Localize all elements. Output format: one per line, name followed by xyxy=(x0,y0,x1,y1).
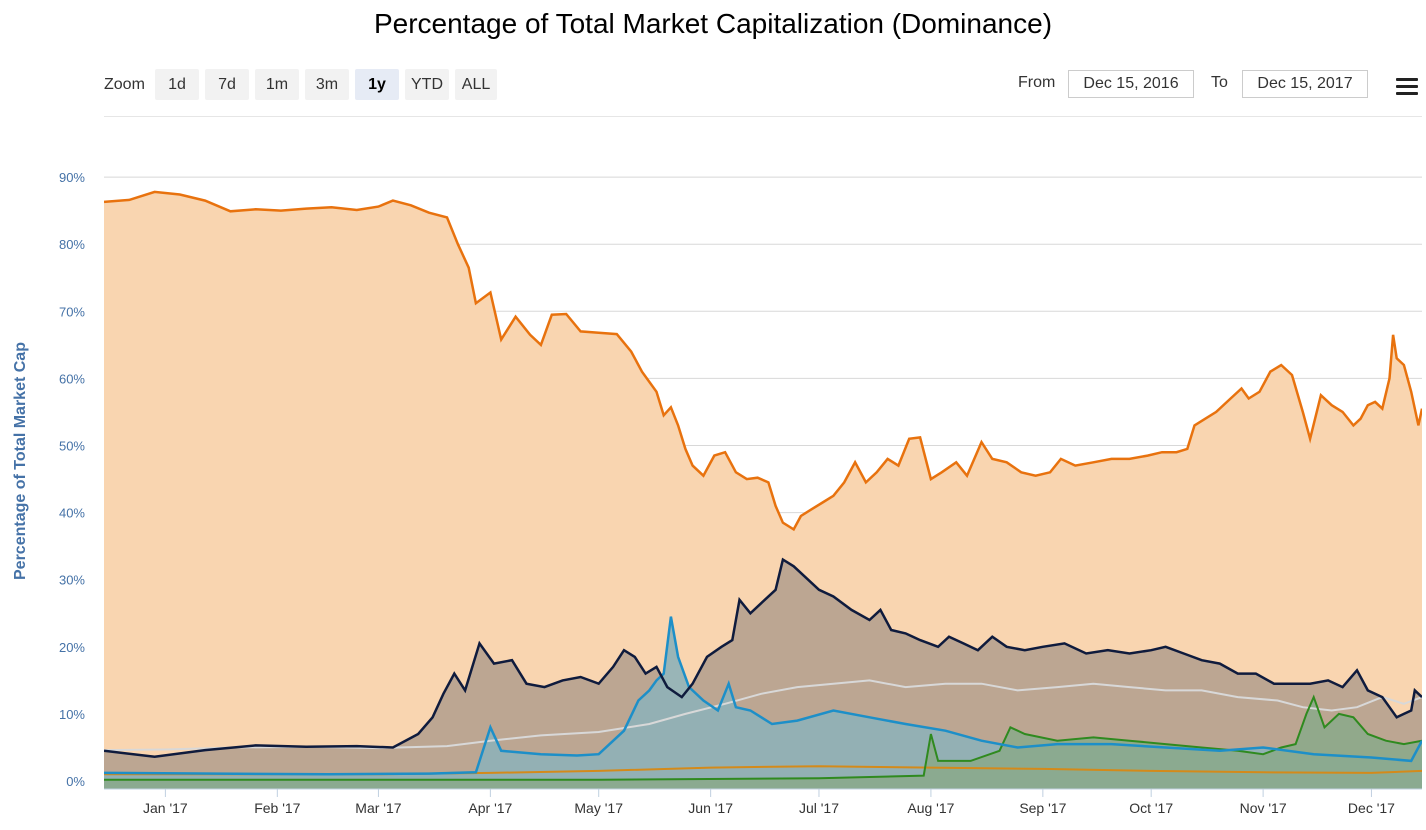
y-tick-label: 50% xyxy=(59,439,85,454)
y-tick-label: 60% xyxy=(59,371,85,386)
zoom-button-all[interactable]: ALL xyxy=(455,69,497,100)
x-tick-label: Jan '17 xyxy=(143,800,188,816)
zoom-label: Zoom xyxy=(104,76,145,93)
zoom-button-7d[interactable]: 7d xyxy=(205,69,249,100)
others-line xyxy=(104,679,1422,752)
x-tick-label: Oct '17 xyxy=(1129,800,1173,816)
y-tick-label: 70% xyxy=(59,304,85,319)
x-tick-label: Feb '17 xyxy=(254,800,300,816)
y-axis-title: Percentage of Total Market Cap xyxy=(12,342,29,580)
from-label: From xyxy=(1018,74,1056,91)
zoom-button-3m[interactable]: 3m xyxy=(305,69,349,100)
x-tick-label: May '17 xyxy=(574,800,623,816)
y-tick-label: 30% xyxy=(59,573,85,588)
ethereum-line xyxy=(104,557,1422,759)
bitcoin-line xyxy=(104,190,1422,532)
x-tick-label: Apr '17 xyxy=(468,800,512,816)
x-tick-label: Nov '17 xyxy=(1240,800,1287,816)
zoom-button-1y[interactable]: 1y xyxy=(355,69,399,100)
y-tick-label: 40% xyxy=(59,506,85,521)
x-tick-label: Jun '17 xyxy=(688,800,733,816)
x-tick-label: Jul '17 xyxy=(799,800,839,816)
y-tick-label: 0% xyxy=(66,774,85,789)
series-group xyxy=(104,190,1422,789)
hamburger-menu-icon[interactable] xyxy=(1396,78,1418,96)
y-tick-label: 10% xyxy=(59,707,85,722)
x-tick-label: Sep '17 xyxy=(1019,800,1066,816)
x-tick-label: Mar '17 xyxy=(355,800,401,816)
ethereum-area xyxy=(104,559,1422,789)
to-label: To xyxy=(1211,74,1228,91)
toolbar-divider xyxy=(104,116,1422,117)
chart-title: Percentage of Total Market Capitalizatio… xyxy=(373,8,1053,39)
zoom-button-1m[interactable]: 1m xyxy=(255,69,299,100)
to-date-input[interactable]: Dec 15, 2017 xyxy=(1242,70,1368,98)
green-area xyxy=(104,697,1422,789)
zoom-button-ytd[interactable]: YTD xyxy=(405,69,449,100)
from-date-input[interactable]: Dec 15, 2016 xyxy=(1068,70,1194,98)
bitcoin-area xyxy=(104,191,1422,789)
green-line xyxy=(104,694,1422,781)
y-tick-label: 80% xyxy=(59,237,85,252)
x-tick-label: Dec '17 xyxy=(1348,800,1395,816)
y-tick-label: 90% xyxy=(59,170,85,185)
y-tick-label: 20% xyxy=(59,640,85,655)
x-tick-label: Aug '17 xyxy=(907,800,954,816)
zoom-button-1d[interactable]: 1d xyxy=(155,69,199,100)
ripple-line xyxy=(104,616,1422,776)
